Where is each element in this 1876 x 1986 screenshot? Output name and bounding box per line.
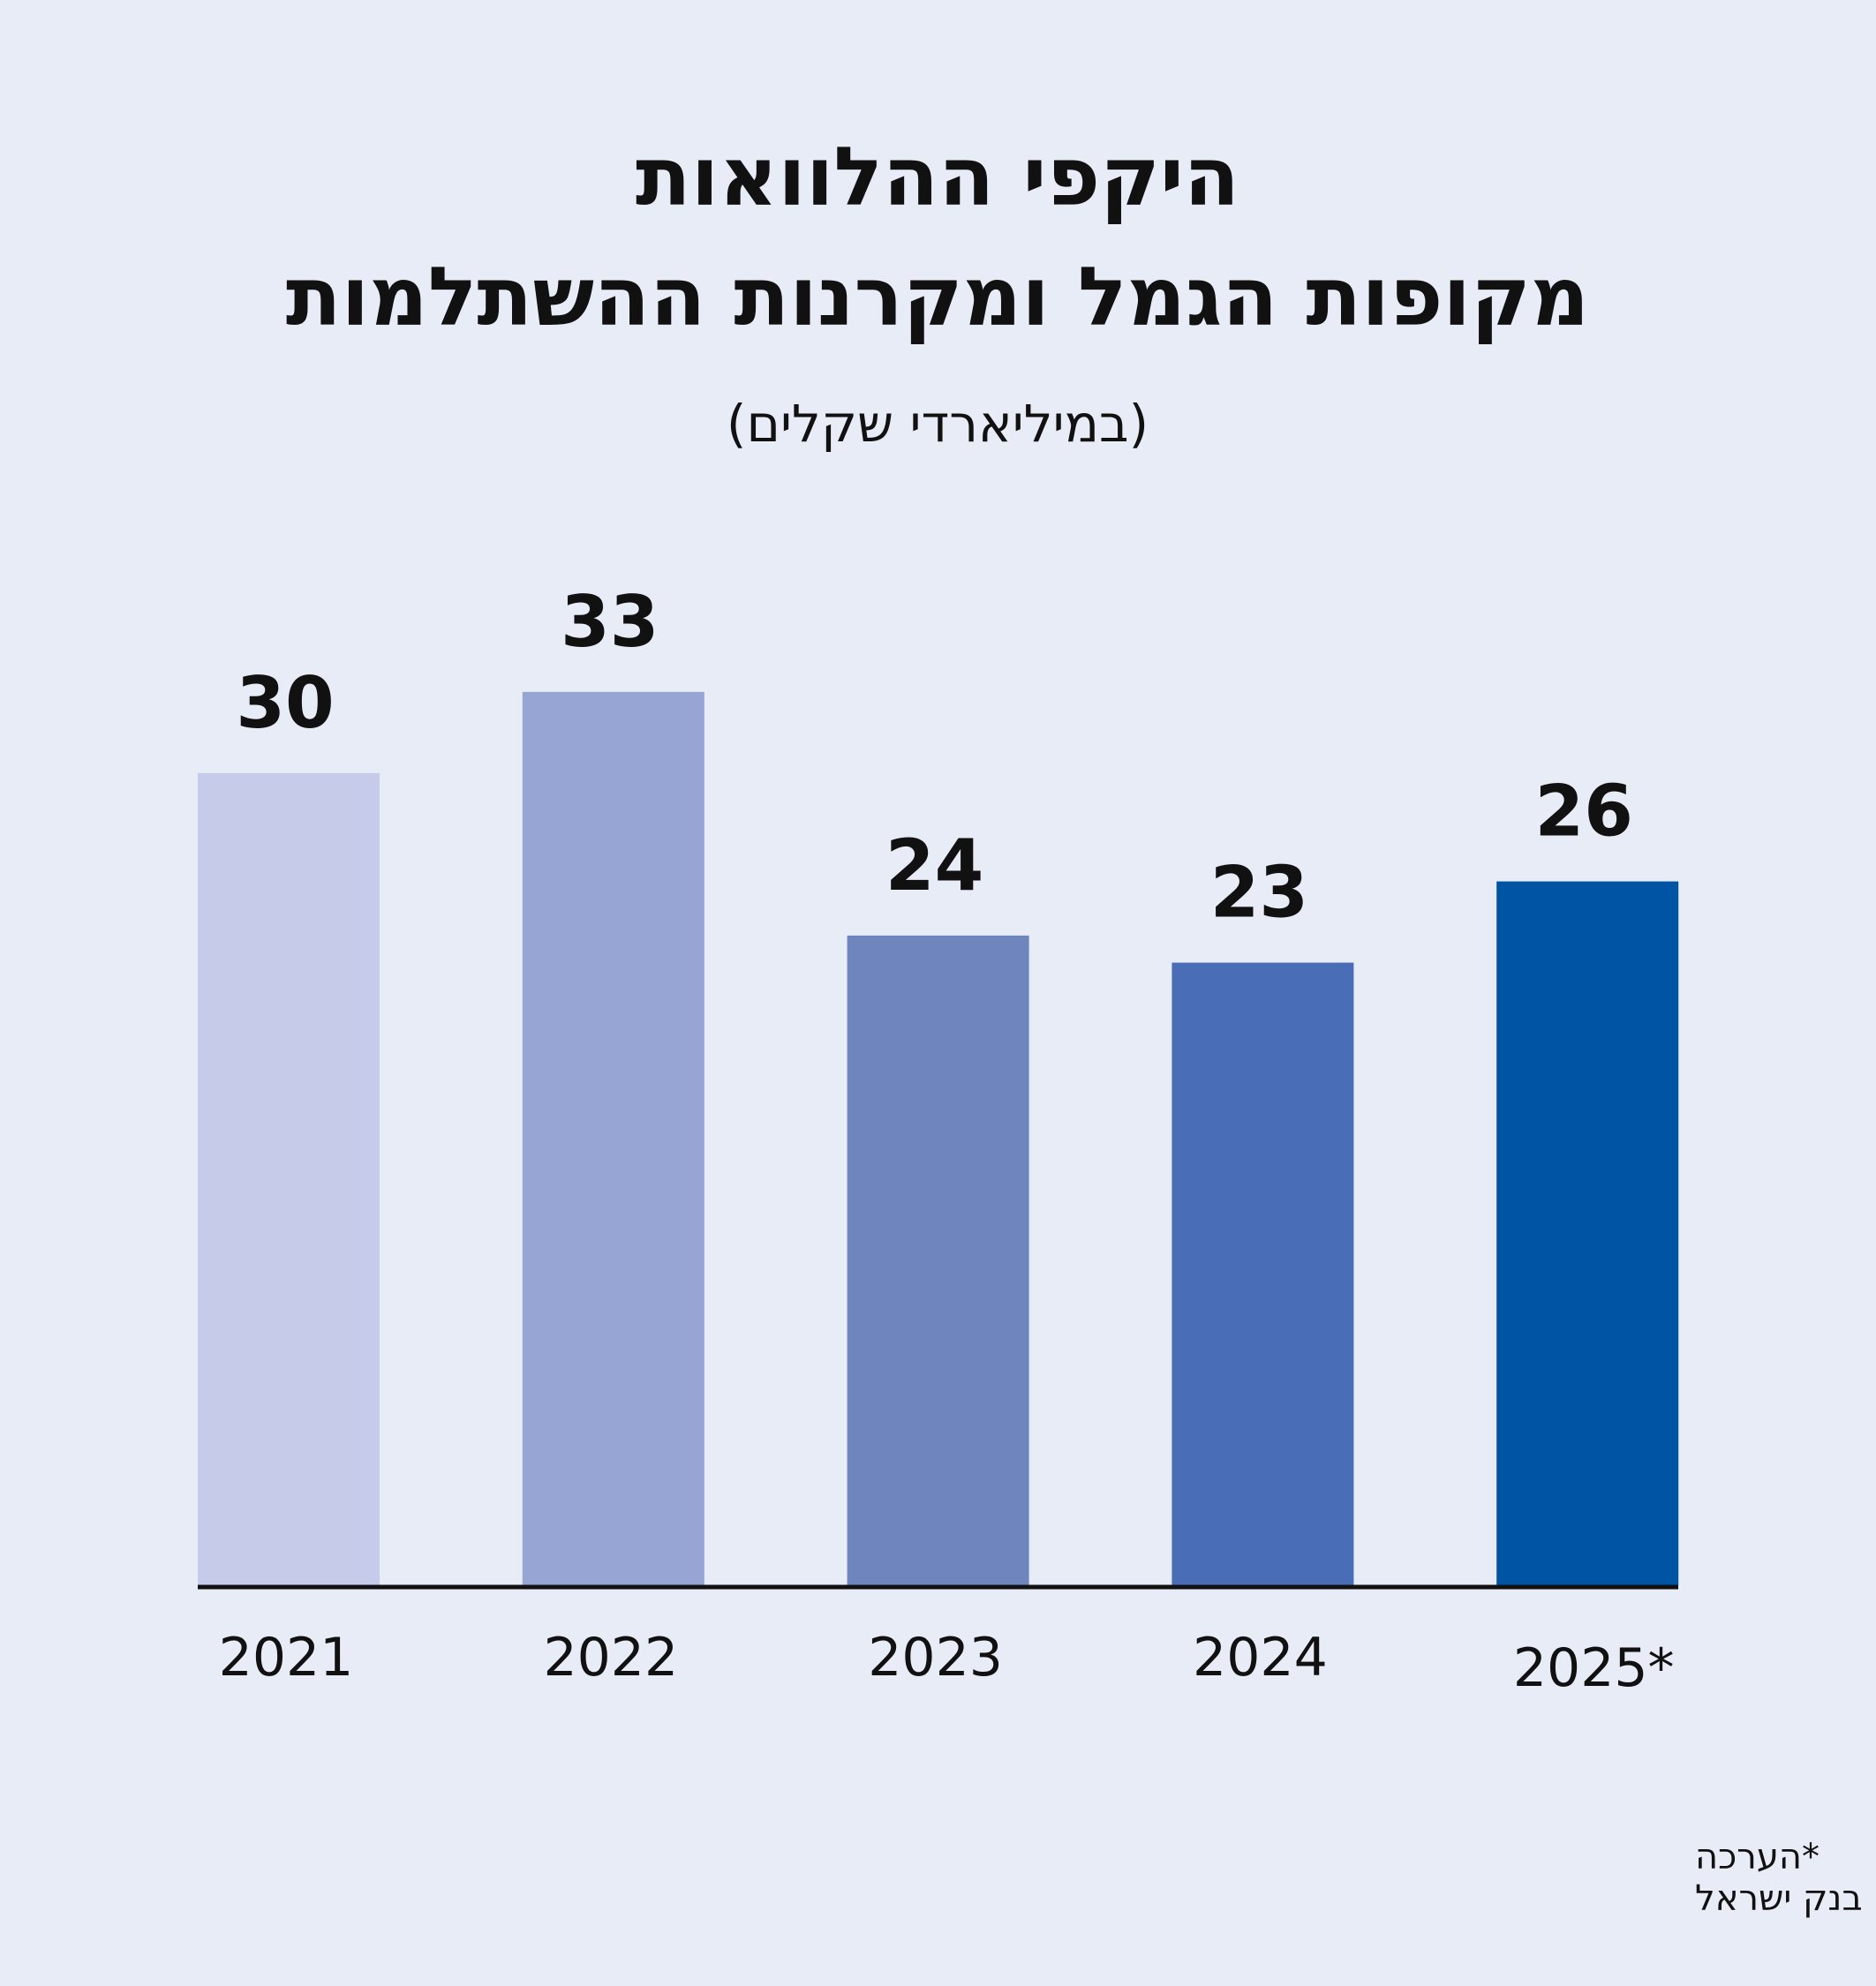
x-tick-label: 2023 — [868, 1627, 1003, 1689]
bar-2021 — [198, 772, 380, 1585]
x-tick-label: 2025* — [1513, 1637, 1675, 1699]
data-label: 33 — [561, 581, 659, 663]
data-label: 24 — [885, 824, 983, 906]
chart-subtitle: (במיליארדי שקלים) — [727, 394, 1149, 454]
data-label: 26 — [1535, 771, 1633, 853]
x-tick-label: 2024 — [1193, 1627, 1328, 1689]
chart-title-line-1: היקפי ההלוואות — [636, 130, 1239, 224]
footnote-estimate: *הערכה — [1695, 1837, 1819, 1877]
chart-title-line-2: מקופות הגמל ומקרנות ההשתלמות — [286, 250, 1590, 344]
x-tick-label: 2022 — [543, 1627, 678, 1689]
bar-2024 — [1172, 962, 1354, 1585]
bar-2025 — [1496, 881, 1679, 1585]
x-tick-label: 2021 — [219, 1627, 354, 1689]
bar-2022 — [522, 691, 704, 1585]
bar-2023 — [847, 935, 1029, 1585]
source-note: מקור: בנק ישראל — [1695, 1878, 1876, 1919]
data-label: 23 — [1210, 852, 1308, 934]
data-label: 30 — [236, 662, 334, 744]
